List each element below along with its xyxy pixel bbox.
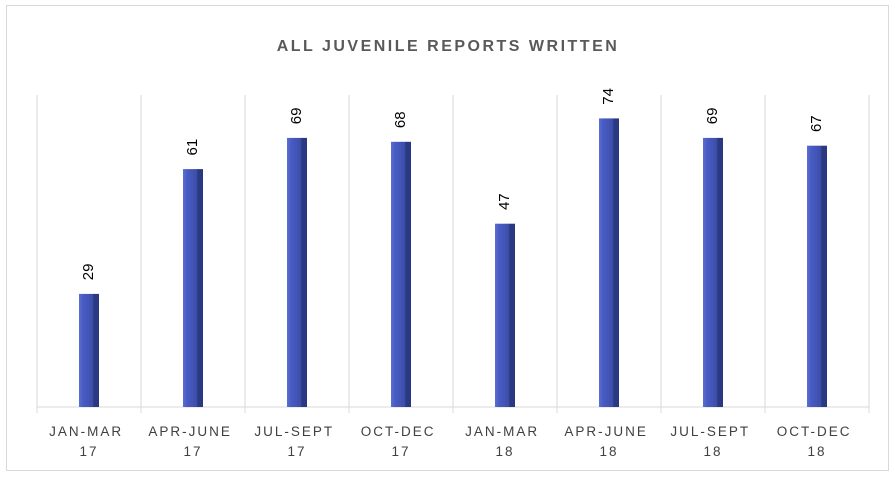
x-tick-label: APR-JUNE 18 [564,424,653,459]
data-label: 68 [392,111,409,128]
data-label: 61 [184,139,201,156]
data-label: 47 [496,193,513,210]
bar [495,223,515,407]
x-tick-label: OCT-DEC 17 [361,424,442,459]
data-label: 29 [80,264,97,281]
bar [391,141,411,408]
data-label: 74 [600,88,617,105]
x-tick-label: OCT-DEC 18 [777,424,858,459]
chart-border [6,5,889,471]
data-label: 69 [704,108,721,125]
data-label: 67 [808,115,825,132]
bar [599,118,619,408]
chart-title: ALL JUVENILE REPORTS WRITTEN [277,38,620,55]
x-tick-label: JUL-SEPT 18 [670,424,755,459]
x-tick-label: APR-JUNE 17 [148,424,237,459]
data-label: 69 [288,108,305,125]
x-tick-label: JAN-MAR 17 [49,424,129,459]
bar [703,137,723,407]
bar [287,137,307,407]
x-tick-label: JUL-SEPT 17 [254,424,339,459]
bar [807,145,827,407]
x-tick-label: JAN-MAR 18 [465,424,545,459]
bar [183,169,203,407]
bar [79,293,99,407]
